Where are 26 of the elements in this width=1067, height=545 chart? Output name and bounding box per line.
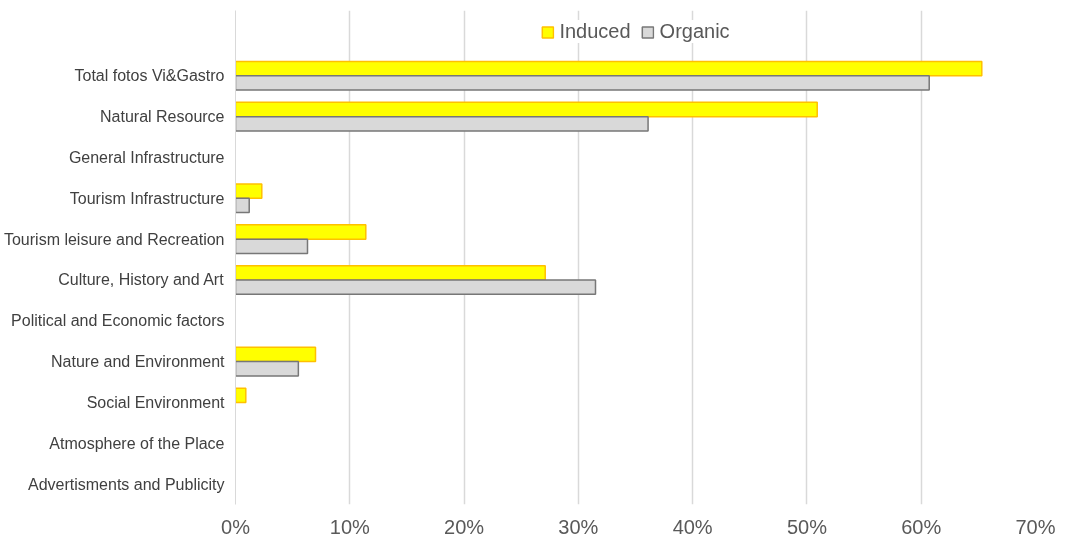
- bar: [235, 60, 983, 77]
- y-tick-label: Social Environment: [86, 393, 226, 411]
- y-tick-label: Tourism leisure and Recreation: [3, 230, 225, 248]
- x-tick-label: 10%: [329, 515, 371, 538]
- bar: [235, 224, 367, 240]
- legend-label: Organic: [659, 20, 730, 43]
- x-tick-label: 0%: [221, 515, 251, 538]
- y-tick-label: Culture, History and Art: [58, 271, 225, 289]
- y-tick-label: General Infrastructure: [68, 148, 225, 166]
- y-tick-label: Atmosphere of the Place: [49, 434, 225, 452]
- x-tick-label: 30%: [558, 515, 599, 538]
- y-tick-label: Total fotos Vi&Gastro: [74, 67, 225, 85]
- x-tick-label: 50%: [786, 515, 828, 538]
- y-tick-label: Political and Economic factors: [11, 312, 225, 330]
- y-tick-label: Tourism Infrastructure: [69, 189, 225, 207]
- y-tick-label: Natural Resource: [100, 108, 225, 126]
- y-tick-label: Nature and Environment: [51, 353, 226, 371]
- bar: [235, 387, 247, 404]
- x-tick-label: 70%: [1015, 515, 1056, 538]
- legend-label: Induced: [559, 20, 631, 43]
- bar: [235, 101, 818, 118]
- y-tick-label: Advertisments and Publicity: [27, 475, 225, 493]
- x-tick-label: 60%: [901, 515, 942, 538]
- x-tick-label: 40%: [672, 515, 713, 538]
- x-tick-label: 20%: [444, 515, 485, 538]
- bar: [235, 183, 263, 200]
